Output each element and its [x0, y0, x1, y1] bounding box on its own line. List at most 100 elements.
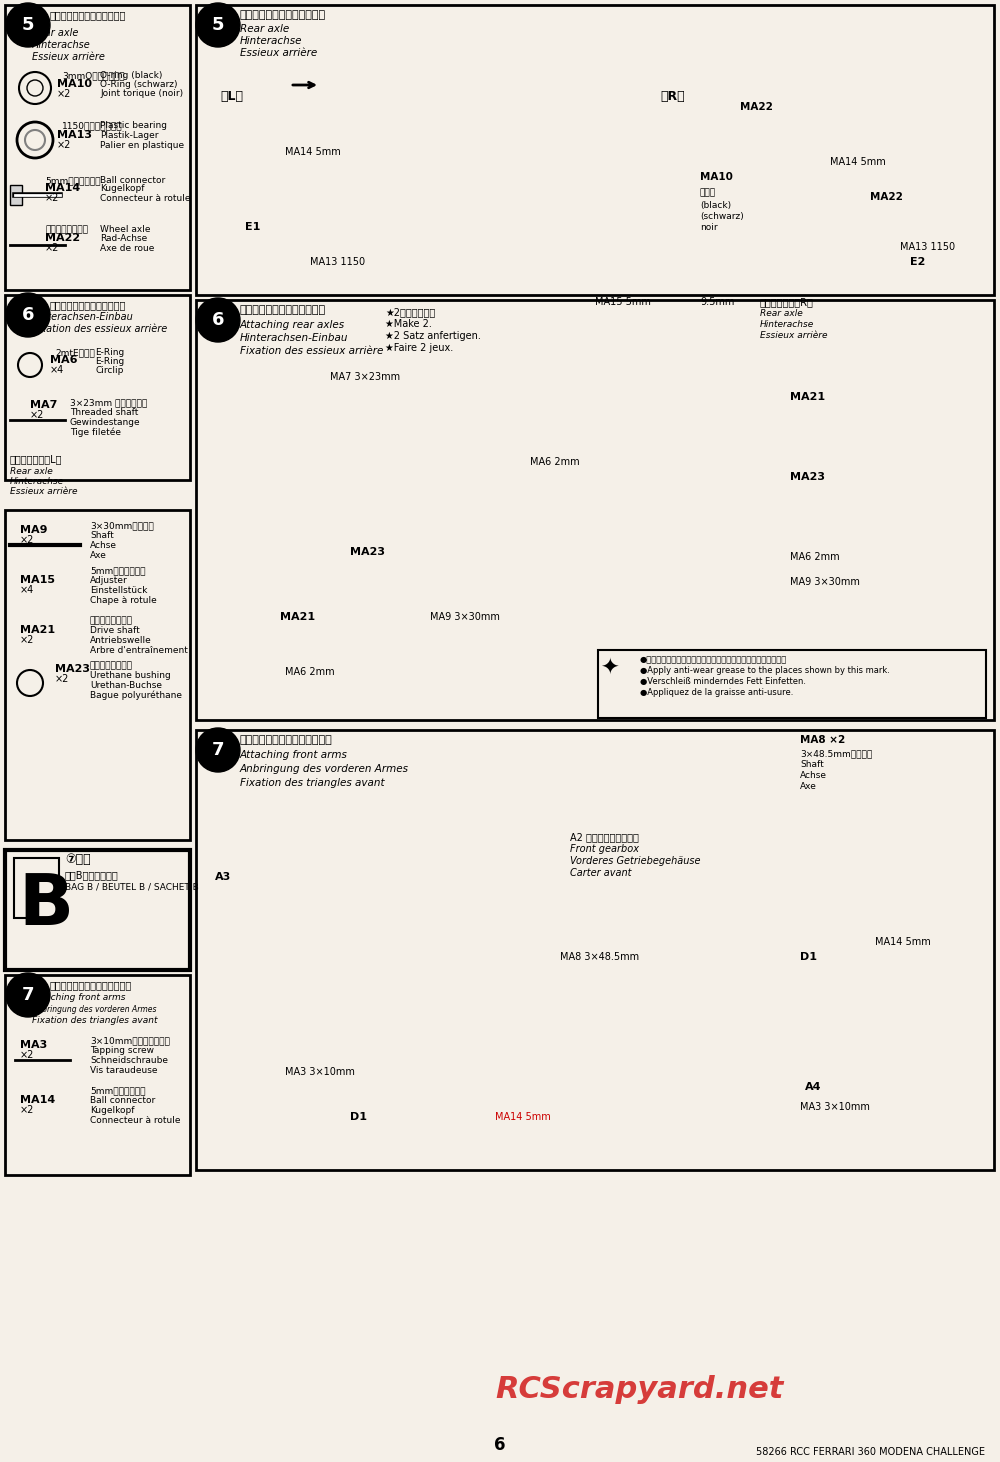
Text: MA13 1150: MA13 1150	[900, 243, 955, 251]
Text: Connecteur à rotule: Connecteur à rotule	[90, 1116, 180, 1124]
Text: ×2: ×2	[57, 89, 71, 99]
Text: Essieux arrière: Essieux arrière	[240, 48, 317, 58]
Text: MA21: MA21	[790, 392, 825, 402]
Text: ×2: ×2	[45, 193, 59, 203]
Text: Palier en plastique: Palier en plastique	[100, 140, 184, 151]
Text: Rear axle: Rear axle	[240, 23, 289, 34]
Text: Plastik-Lager: Plastik-Lager	[100, 132, 158, 140]
Text: Hinterachse: Hinterachse	[10, 477, 64, 485]
Text: Antriebswelle: Antriebswelle	[90, 636, 152, 645]
Circle shape	[6, 292, 50, 338]
Bar	[5, 510, 190, 841]
Text: 袋組Bを使います。: 袋組Bを使います。	[65, 870, 119, 880]
Text: Rear axle: Rear axle	[760, 308, 803, 319]
Text: MA22: MA22	[45, 232, 80, 243]
Circle shape	[196, 298, 240, 342]
Text: MA3 3×10mm: MA3 3×10mm	[285, 1067, 355, 1077]
Text: MA8 3×48.5mm: MA8 3×48.5mm	[560, 952, 639, 962]
Bar	[5, 295, 190, 480]
Text: MA3 3×10mm: MA3 3×10mm	[800, 1102, 870, 1113]
Text: MA9 3×30mm: MA9 3×30mm	[790, 577, 860, 588]
Text: MA10: MA10	[57, 79, 92, 89]
Text: Achse: Achse	[90, 541, 117, 550]
Text: A4: A4	[805, 1082, 822, 1092]
Text: 《リヤアクスルの取り付け》: 《リヤアクスルの取り付け》	[240, 306, 326, 314]
Text: MA3: MA3	[20, 1039, 47, 1050]
Text: 《R》: 《R》	[660, 91, 685, 102]
Text: MA14 5mm: MA14 5mm	[875, 937, 931, 947]
Text: 9.5mm: 9.5mm	[700, 297, 734, 307]
Text: 6: 6	[212, 311, 224, 329]
Text: MA9 3×30mm: MA9 3×30mm	[430, 613, 500, 621]
Text: (schwarz): (schwarz)	[700, 212, 744, 221]
Text: MA14 5mm: MA14 5mm	[285, 148, 341, 156]
Text: Urethan-Buchse: Urethan-Buchse	[90, 681, 162, 690]
Text: (black): (black)	[700, 200, 731, 211]
Bar	[196, 4, 994, 295]
Circle shape	[196, 3, 240, 47]
Text: Plastic bearing: Plastic bearing	[100, 121, 167, 130]
Text: ★2組作ります。: ★2組作ります。	[385, 307, 435, 317]
Text: noir: noir	[700, 224, 718, 232]
Text: Hinterachse: Hinterachse	[240, 37, 302, 45]
Text: MA14 5mm: MA14 5mm	[495, 1113, 551, 1121]
Text: 《L》: 《L》	[220, 91, 243, 102]
Text: Fixation des essieux arrière: Fixation des essieux arrière	[32, 325, 167, 333]
Text: MA23: MA23	[790, 472, 825, 482]
Text: Gewindestange: Gewindestange	[70, 418, 141, 427]
Text: Circlip: Circlip	[95, 366, 123, 374]
Text: Axe: Axe	[800, 782, 817, 791]
Text: Ball connector: Ball connector	[100, 175, 165, 186]
Text: Axe de roue: Axe de roue	[100, 244, 154, 253]
Text: Arbre d'entraînement: Arbre d'entraînement	[90, 646, 188, 655]
Text: Tige filetée: Tige filetée	[70, 427, 121, 437]
Text: MA14: MA14	[20, 1095, 55, 1105]
Text: Drive shaft: Drive shaft	[90, 626, 140, 635]
Text: MA23: MA23	[350, 547, 385, 557]
Circle shape	[6, 3, 50, 47]
Text: Carter avant: Carter avant	[570, 868, 632, 879]
Text: Essieux arrière: Essieux arrière	[32, 53, 105, 61]
Bar	[10, 186, 22, 205]
Text: Joint torique (noir): Joint torique (noir)	[100, 89, 183, 98]
Text: ★Faire 2 jeux.: ★Faire 2 jeux.	[385, 344, 453, 352]
Text: Fixation des essieux arrière: Fixation des essieux arrière	[240, 346, 383, 357]
Text: D1: D1	[350, 1113, 367, 1121]
Text: MA22: MA22	[870, 192, 903, 202]
Text: リヤアクスル《R》: リヤアクスル《R》	[760, 297, 814, 307]
Text: ✦: ✦	[600, 659, 618, 678]
Text: B: B	[18, 871, 73, 940]
Text: 《リヤアクスルの取り付け》: 《リヤアクスルの取り付け》	[50, 300, 126, 310]
Text: 3×23mm ねじシャフト: 3×23mm ねじシャフト	[70, 398, 147, 406]
Text: 5mmビローボール: 5mmビローボール	[45, 175, 100, 186]
Text: 3×48.5mmシャフト: 3×48.5mmシャフト	[800, 749, 872, 757]
Bar	[5, 849, 190, 969]
Text: Vis taraudeuse: Vis taraudeuse	[90, 1066, 158, 1075]
Text: O-ring (black): O-ring (black)	[100, 72, 162, 80]
Text: Shaft: Shaft	[800, 760, 824, 769]
Text: ⑦〜⑬: ⑦〜⑬	[65, 852, 91, 866]
Text: （黒）: （黒）	[700, 189, 716, 197]
Text: ×2: ×2	[57, 140, 71, 151]
Text: MA23: MA23	[55, 664, 90, 674]
Text: Rear axle: Rear axle	[32, 28, 78, 38]
Text: Connecteur à rotule: Connecteur à rotule	[100, 194, 190, 203]
Text: Hinterachsen-Einbau: Hinterachsen-Einbau	[240, 333, 349, 344]
Text: Kugelkopf: Kugelkopf	[100, 184, 144, 193]
Text: Attaching rear axles: Attaching rear axles	[240, 320, 345, 330]
Text: Einstellstück: Einstellstück	[90, 586, 147, 595]
Text: 《リヤアクスルの組み立て》: 《リヤアクスルの組み立て》	[50, 10, 126, 20]
Text: ×2: ×2	[20, 635, 34, 645]
Text: ×4: ×4	[20, 585, 34, 595]
Text: ×2: ×2	[20, 1105, 34, 1116]
Bar	[5, 4, 190, 289]
Text: E-Ring: E-Ring	[95, 357, 124, 366]
Text: Anbringung des vorderen Armes: Anbringung des vorderen Armes	[240, 765, 409, 773]
Text: MA15 5mm: MA15 5mm	[595, 297, 651, 307]
Circle shape	[6, 974, 50, 1018]
Text: Kugelkopf: Kugelkopf	[90, 1105, 134, 1116]
Text: Attaching front arms: Attaching front arms	[240, 750, 348, 760]
Text: Bague polyuréthane: Bague polyuréthane	[90, 690, 182, 700]
Text: MA13 1150: MA13 1150	[310, 257, 365, 268]
Text: 58266 RCC FERRARI 360 MODENA CHALLENGE: 58266 RCC FERRARI 360 MODENA CHALLENGE	[756, 1447, 985, 1458]
